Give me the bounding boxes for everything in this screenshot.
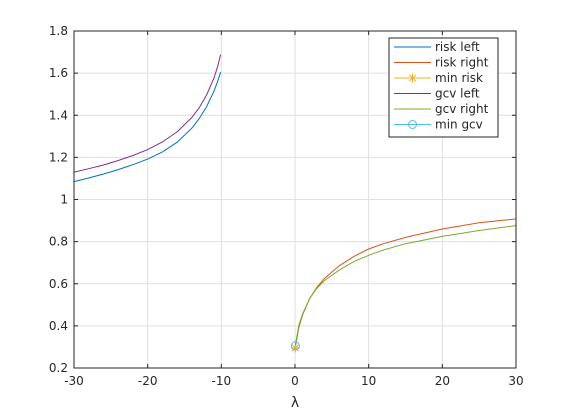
series-line-risk-left [73,71,222,183]
series-marker-min-gcv [290,341,300,351]
series-lines [73,54,517,353]
y-tick-label: 1.4 [49,108,68,122]
legend-label-gcv-left: gcv left [435,87,480,101]
legend-marker-min-gcv [408,120,417,129]
x-tick-label: 0 [291,374,299,388]
y-tick-label: 0.6 [49,277,68,291]
y-tick-label: 1.6 [49,66,68,80]
x-tick-label: 30 [508,374,523,388]
series-line-gcv-left [73,54,222,173]
legend-label-min-gcv: min gcv [435,118,483,132]
legend-label-risk-left: risk left [435,40,480,54]
x-tick-label: -10 [212,374,232,388]
y-tick-label: 1.8 [49,24,68,38]
series-marker-min-risk [290,343,300,353]
legend-label-risk-right: risk right [435,56,489,70]
legend-marker-min-risk-stroke [408,74,417,82]
y-tick-label: 1 [60,193,68,207]
x-tick-label: 10 [361,374,376,388]
x-axis-label: λ [291,395,299,411]
x-tick-label: -20 [138,374,158,388]
legend-label-min-risk: min risk [435,71,483,85]
x-tick-label: 20 [435,374,450,388]
legend-box [388,37,499,138]
y-tick-label: 1.2 [49,150,68,164]
ticks: -30 -20 -10 0 10 20 30 0.2 0.4 0.6 0.8 1 1.2 1.4 1.6 1.… [49,24,524,388]
legend-marker-min-risk [408,73,417,83]
y-tick-label: 0.2 [49,361,68,375]
y-tick-label: 0.8 [49,235,68,249]
legend-label-gcv-right: gcv right [435,102,489,116]
x-tick-label: -30 [64,374,84,388]
series-marker-min-risk-stroke [291,344,299,352]
y-tick-label: 0.4 [49,319,68,333]
series-line-gcv-right [294,225,517,345]
